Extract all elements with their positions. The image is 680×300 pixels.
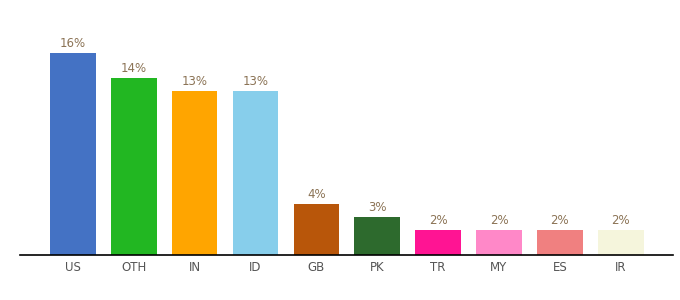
Bar	[50, 53, 96, 255]
Text: 2%: 2%	[490, 214, 508, 226]
Bar	[111, 78, 156, 255]
Bar	[172, 91, 218, 255]
Text: 13%: 13%	[243, 75, 269, 88]
Bar	[294, 205, 339, 255]
Text: 2%: 2%	[429, 214, 447, 226]
Bar	[476, 230, 522, 255]
Text: 14%: 14%	[121, 62, 147, 75]
Bar	[354, 217, 400, 255]
Bar	[598, 230, 643, 255]
Text: 2%: 2%	[611, 214, 630, 226]
Text: 2%: 2%	[551, 214, 569, 226]
Text: 16%: 16%	[60, 37, 86, 50]
Text: 4%: 4%	[307, 188, 326, 201]
Bar	[537, 230, 583, 255]
Text: 13%: 13%	[182, 75, 207, 88]
Text: 3%: 3%	[368, 201, 386, 214]
Bar	[233, 91, 278, 255]
Bar	[415, 230, 461, 255]
